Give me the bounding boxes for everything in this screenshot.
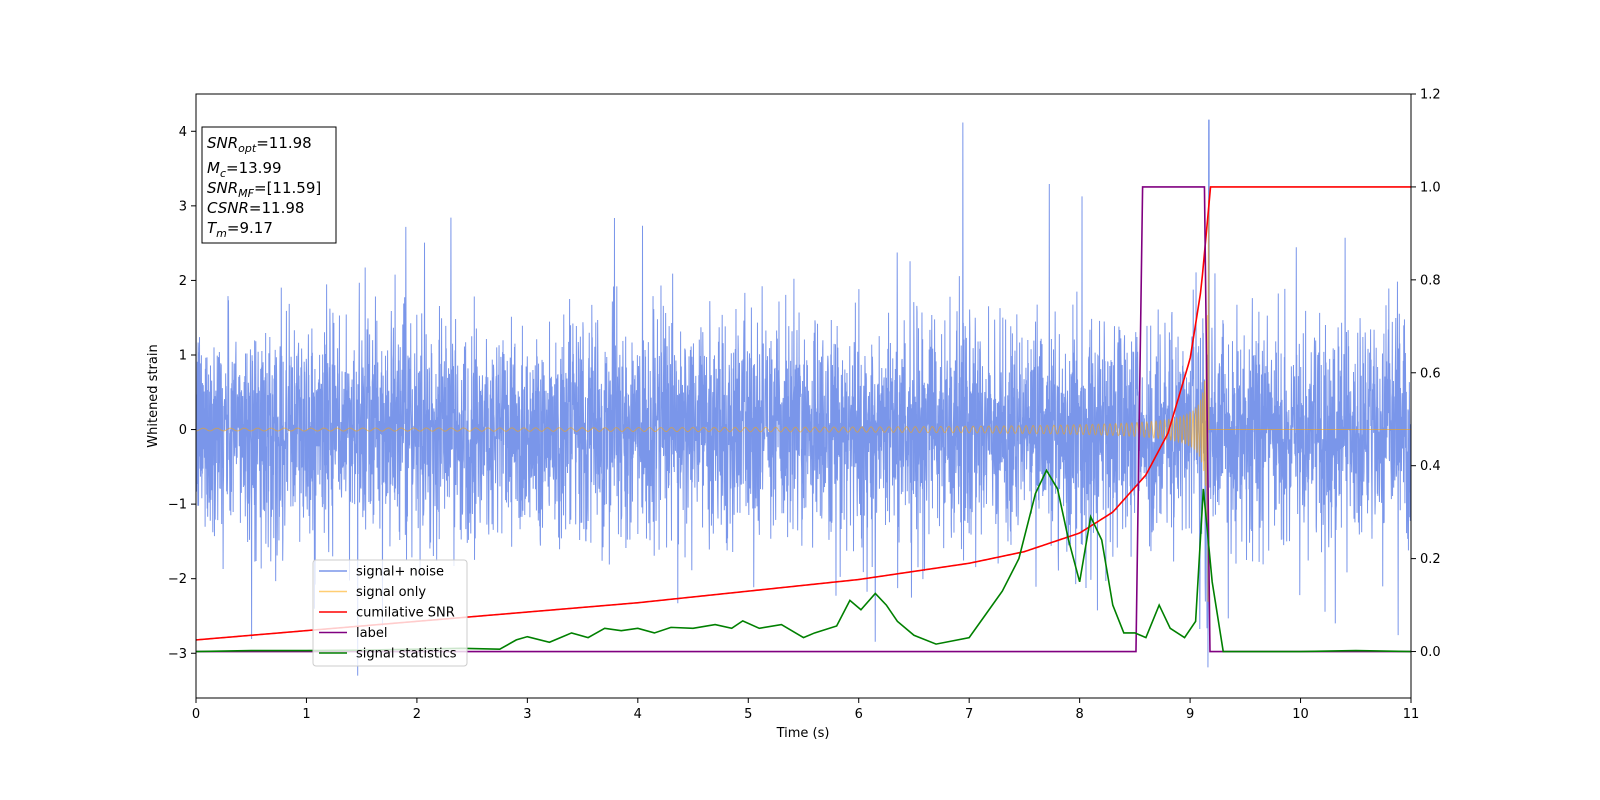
y2-tick-label: 1.0: [1420, 180, 1441, 195]
x-tick-label: 5: [744, 707, 752, 722]
info-value: =9.17: [227, 219, 273, 237]
x-tick-label: 7: [965, 707, 973, 722]
legend-label: signal statistics: [356, 647, 457, 662]
info-line: SNRMF=[11.59]: [207, 179, 321, 200]
info-value: =11.98: [249, 199, 305, 217]
legend: signal+ noise signal only cumilative SNR la…: [312, 559, 468, 667]
y-tick-label: 1: [179, 348, 187, 363]
x-tick-label: 10: [1292, 707, 1309, 722]
info-symbol: T: [207, 219, 218, 237]
y2-tick-label: 0.4: [1420, 459, 1441, 474]
legend-items: signal+ noise signal only cumilative SNR la…: [319, 565, 457, 662]
y2-tick-label: 1.2: [1420, 88, 1441, 103]
info-lines: SNRopt=11.98Mc=13.99SNRMF=[11.59]CSNR=11…: [207, 134, 321, 240]
info-value: =13.99: [226, 159, 282, 177]
series-signal-statistics-line: [196, 468, 1411, 653]
info-symbol: SNR: [207, 179, 238, 197]
y2-tick-label: 0.6: [1420, 366, 1441, 381]
info-line: CSNR=11.98: [207, 199, 304, 217]
info-subscript: c: [220, 167, 226, 180]
info-box-frame: [201, 126, 337, 244]
info-value: =[11.59]: [254, 179, 321, 197]
info-value: =11.98: [256, 134, 312, 152]
y2-tick-label: 0.0: [1420, 645, 1441, 660]
info-subscript: m: [216, 227, 227, 240]
legend-label: signal only: [356, 585, 426, 600]
y-axis-right: 0.0 0.2 0.4 0.6 0.8 1.0 1.2: [1411, 88, 1441, 660]
x-tick-label: 3: [523, 707, 531, 722]
x-tick-label: 4: [634, 707, 642, 722]
x-tick-label: 1: [302, 707, 310, 722]
x-tick-label: 2: [413, 707, 421, 722]
info-symbol: CSNR: [207, 199, 249, 217]
x-tick-label: 6: [855, 707, 863, 722]
x-tick-label: 8: [1075, 707, 1083, 722]
y-tick-label: 3: [179, 199, 187, 214]
y-tick-label: 0: [179, 423, 187, 438]
y-tick-label: 2: [179, 274, 187, 289]
y-axis-left: −3 −2 −1 0 1 2 3 4: [168, 125, 196, 662]
info-line: Mc=13.99: [207, 159, 282, 180]
x-axis: 0 1 2 3 4 5 6 7 8 9 10 11: [192, 698, 1419, 722]
plot-frame: [195, 93, 1412, 699]
legend-frame: [312, 559, 468, 667]
y-tick-label: −1: [168, 498, 187, 513]
info-subscript: opt: [238, 142, 257, 155]
legend-label: cumilative SNR: [356, 606, 455, 621]
info-line: Tm=9.17: [207, 219, 273, 240]
info-box: SNRopt=11.98Mc=13.99SNRMF=[11.59]CSNR=11…: [201, 126, 337, 244]
info-subscript: MF: [238, 187, 254, 200]
legend-label: signal+ noise: [356, 565, 444, 580]
x-tick-label: 9: [1186, 707, 1194, 722]
x-tick-label: 11: [1403, 707, 1420, 722]
y2-tick-label: 0.2: [1420, 552, 1441, 567]
x-tick-label: 0: [192, 707, 200, 722]
info-symbol: SNR: [207, 134, 238, 152]
y-axis-title: Whitened strain: [146, 344, 161, 447]
y-tick-label: −3: [168, 647, 187, 662]
info-line: SNRopt=11.98: [207, 134, 312, 155]
legend-label: label: [356, 626, 387, 641]
y2-tick-label: 0.8: [1420, 273, 1441, 288]
info-symbol: M: [207, 159, 220, 177]
y-tick-label: 4: [179, 125, 187, 140]
x-axis-title: Time (s): [776, 726, 830, 741]
y-tick-label: −2: [168, 572, 187, 587]
